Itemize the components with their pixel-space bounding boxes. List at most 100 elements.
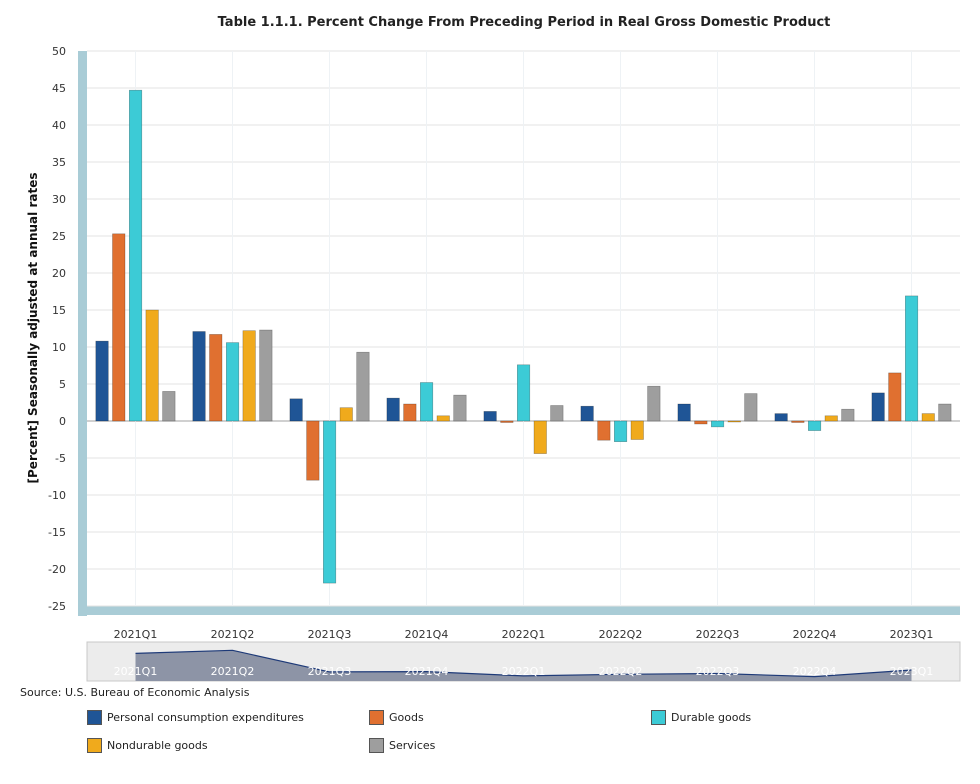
legend-item[interactable]: Goods [369,710,424,725]
y-tick-label: 40 [52,119,66,132]
navigator-label: 2021Q1 [114,665,158,678]
bar[interactable] [192,331,206,422]
x-axis-band [78,606,960,615]
x-tick-label: 2022Q1 [502,628,546,641]
bar[interactable] [403,403,417,422]
bar[interactable] [694,420,708,425]
legend-label: Durable goods [671,711,752,724]
y-axis-label: [Percent] Seasonally adjusted at annual … [26,173,40,484]
bar[interactable] [129,89,143,422]
y-tick-label: 35 [52,156,66,169]
legend-label: Goods [389,711,424,724]
bar[interactable] [112,233,126,422]
navigator-label: 2021Q3 [308,665,352,678]
bar[interactable] [580,405,594,422]
navigator-line [135,649,912,678]
y-tick-label: 25 [52,230,66,243]
bar[interactable] [145,309,159,422]
bar[interactable] [744,393,758,422]
legend-label: Services [389,739,436,752]
legend-label: Personal consumption expenditures [107,711,304,724]
bar[interactable] [597,420,611,441]
navigator-label: 2022Q3 [696,665,740,678]
bars [95,89,952,584]
x-tick-label: 2022Q3 [696,628,740,641]
y-tick-label: -15 [48,526,66,539]
legend-swatch [369,738,384,753]
bar[interactable] [419,382,434,422]
source-note: Source: U.S. Bureau of Economic Analysis [20,686,250,699]
x-tick-label: 2022Q2 [599,628,643,641]
bar[interactable] [533,420,547,454]
y-tick-label: 0 [59,415,66,428]
bar[interactable] [774,413,788,422]
grid-lines [87,50,960,607]
bar[interactable] [888,372,902,422]
bar[interactable] [677,403,691,422]
bar[interactable] [824,415,838,422]
bar[interactable] [841,408,855,422]
bar[interactable] [436,415,450,422]
bar[interactable] [95,340,109,422]
plot-background [78,51,960,616]
y-tick-label: 5 [59,378,66,391]
legend-swatch [651,710,666,725]
x-tick-label: 2022Q4 [793,628,837,641]
bar[interactable] [613,420,628,443]
y-tick-label: 10 [52,341,66,354]
x-axis-ticks: 2021Q1 2021Q2 2021Q3 2021Q4 2022Q1 2022Q2 2022… [114,628,934,641]
y-tick-label: -10 [48,489,66,502]
bar[interactable] [209,334,223,422]
bar[interactable] [386,397,400,422]
bar[interactable] [647,385,661,422]
x-tick-label: 2021Q3 [308,628,352,641]
bar[interactable] [921,413,935,422]
y-tick-label: 50 [52,45,66,58]
y-tick-label: 15 [52,304,66,317]
bar[interactable] [871,392,885,422]
legend-item[interactable]: Personal consumption expenditures [87,710,304,725]
bar[interactable] [339,407,353,422]
navigator-area [135,650,912,681]
bar[interactable] [710,420,725,428]
bar[interactable] [938,403,952,422]
y-tick-label: -25 [48,600,66,613]
y-tick-label: 20 [52,267,66,280]
bar[interactable] [791,420,805,423]
bar[interactable] [356,351,370,422]
bar[interactable] [483,411,497,422]
bar[interactable] [550,405,564,422]
bar[interactable] [226,342,240,422]
bar[interactable] [904,295,919,422]
navigator-label: 2021Q4 [405,665,449,678]
x-tick-label: 2021Q1 [114,628,158,641]
navigator-label: 2022Q4 [793,665,837,678]
bar[interactable] [289,398,303,422]
y-axis-band [78,51,87,616]
bar[interactable] [516,364,531,422]
navigator[interactable]: 2021Q1 2021Q2 2021Q3 2021Q4 2022Q1 2022Q2 2022… [86,641,961,682]
bar[interactable] [259,329,273,422]
bar[interactable] [630,420,644,440]
legend-swatch [369,710,384,725]
legend-label: Nondurable goods [107,739,208,752]
legend-item[interactable]: Durable goods [651,710,751,725]
bar[interactable] [322,420,337,584]
navigator-label: 2022Q2 [599,665,643,678]
bar[interactable] [162,391,176,422]
bar[interactable] [453,394,467,422]
bar[interactable] [807,420,822,431]
y-tick-label: 45 [52,82,66,95]
bar[interactable] [500,420,514,423]
chart-title: Table 1.1.1. Percent Change From Precedi… [218,15,831,30]
legend-item[interactable]: Nondurable goods [87,738,208,753]
chart: Table 1.1.1. Percent Change From Precedi… [26,15,961,682]
y-tick-label: -5 [55,452,66,465]
bar[interactable] [727,420,741,423]
bar[interactable] [306,420,320,481]
legend-swatch [87,710,102,725]
y-tick-label: 30 [52,193,66,206]
bar[interactable] [242,330,256,422]
legend-item[interactable]: Services [369,738,435,753]
